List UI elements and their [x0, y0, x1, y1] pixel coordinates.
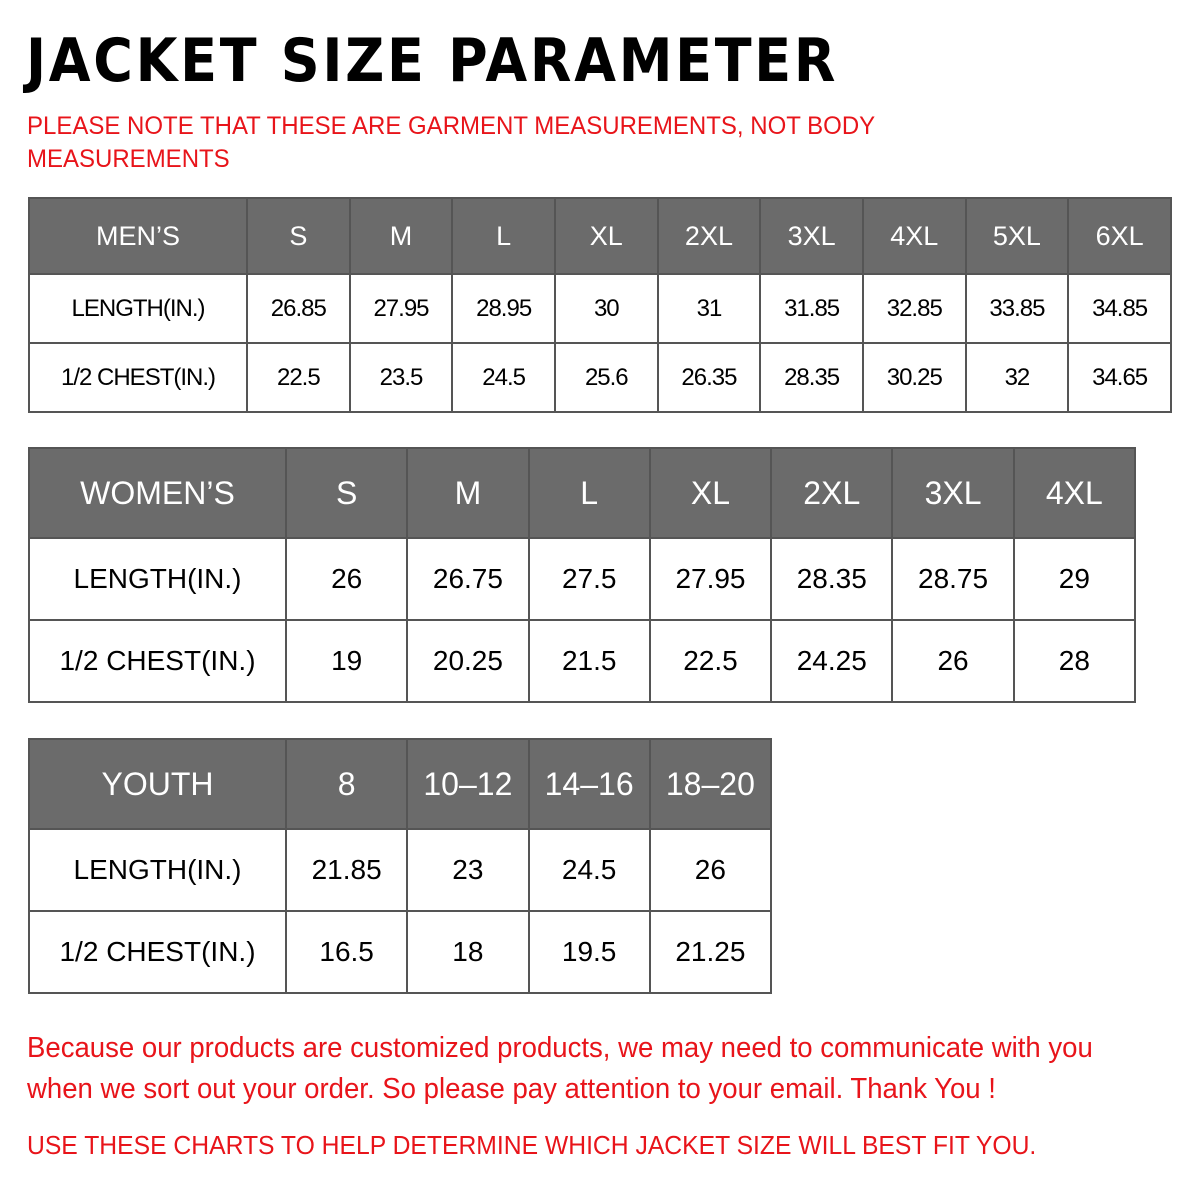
- measurement-cell: 20.25: [406, 619, 530, 703]
- measurement-cell: 26.35: [656, 342, 762, 413]
- measurement-cell: 19.5: [527, 910, 651, 994]
- header-row: YOUTH 8 10–12 14–16 18–20: [28, 738, 773, 830]
- header-row: MEN’S S M L XL 2XL 3XL 4XL 5XL 6XL: [28, 197, 1172, 275]
- measurement-cell: 18: [406, 910, 530, 994]
- size-header: 2XL: [770, 447, 894, 539]
- measurement-cell: 34.85: [1067, 273, 1172, 344]
- table-row: LENGTH(IN.) 26 26.75 27.5 27.95 28.35 28.75 29: [28, 537, 1137, 621]
- measurement-cell: 26: [284, 537, 409, 621]
- table-row: LENGTH(IN.) 21.85 23 24.5 26: [28, 828, 773, 912]
- measurement-cell: 26: [891, 619, 1015, 703]
- measurement-cell: 31: [656, 273, 762, 344]
- row-label: LENGTH(IN.): [28, 537, 287, 621]
- size-header: 3XL: [759, 197, 864, 275]
- category-header: WOMEN’S: [28, 447, 287, 539]
- size-header: 18–20: [648, 738, 773, 830]
- table-row: LENGTH(IN.) 26.85 27.95 28.95 30 31 31.85 32.85…: [28, 273, 1172, 344]
- measurement-cell: 33.85: [964, 273, 1070, 344]
- size-header: XL: [553, 197, 659, 275]
- measurement-cell: 26.75: [406, 537, 530, 621]
- row-label: 1/2 CHEST(IN.): [28, 910, 287, 994]
- size-header: M: [406, 447, 530, 539]
- measurement-cell: 23: [406, 828, 530, 912]
- size-header: XL: [648, 447, 773, 539]
- measurement-note: PLEASE NOTE THAT THESE ARE GARMENT MEASU…: [27, 112, 875, 173]
- measurement-cell: 19: [284, 619, 409, 703]
- size-header: 6XL: [1067, 197, 1172, 275]
- measurement-cell: 28.35: [770, 537, 894, 621]
- measurement-cell: 28.35: [759, 342, 864, 413]
- measurement-cell: 21.25: [648, 910, 773, 994]
- header-row: WOMEN’S S M L XL 2XL 3XL 4XL: [28, 447, 1137, 539]
- mens-size-table: MEN’S S M L XL 2XL 3XL 4XL 5XL 6XL LENGTH(IN.) 26.8…: [28, 197, 1172, 413]
- measurement-cell: 21.5: [527, 619, 651, 703]
- row-label: LENGTH(IN.): [28, 273, 248, 344]
- measurement-cell: 25.6: [553, 342, 659, 413]
- size-header: 4XL: [1012, 447, 1137, 539]
- measurement-cell: 24.25: [770, 619, 894, 703]
- measurement-cell: 22.5: [246, 342, 351, 413]
- measurement-cell: 34.65: [1067, 342, 1172, 413]
- measurement-cell: 32: [964, 342, 1070, 413]
- size-header: 10–12: [406, 738, 530, 830]
- table-row: 1/2 CHEST(IN.) 19 20.25 21.5 22.5 24.25 26 28: [28, 619, 1137, 703]
- size-instruction: USE THESE CHARTS TO HELP DETERMINE WHICH…: [27, 1130, 1037, 1160]
- measurement-cell: 26.85: [246, 273, 351, 344]
- measurement-cell: 31.85: [759, 273, 864, 344]
- size-header: 5XL: [964, 197, 1070, 275]
- measurement-cell: 27.95: [648, 537, 773, 621]
- size-header: 2XL: [656, 197, 762, 275]
- table-row: 1/2 CHEST(IN.) 16.5 18 19.5 21.25: [28, 910, 773, 994]
- youth-size-table: YOUTH 8 10–12 14–16 18–20 LENGTH(IN.) 21.85 23 2…: [28, 738, 773, 994]
- measurement-cell: 22.5: [648, 619, 773, 703]
- size-header: 4XL: [861, 197, 967, 275]
- measurement-cell: 32.85: [861, 273, 967, 344]
- measurement-cell: 27.95: [348, 273, 454, 344]
- size-header: 8: [284, 738, 409, 830]
- category-header: YOUTH: [28, 738, 287, 830]
- measurement-cell: 30: [553, 273, 659, 344]
- row-label: 1/2 CHEST(IN.): [28, 342, 248, 413]
- womens-size-table: WOMEN’S S M L XL 2XL 3XL 4XL LENGTH(IN.) 26 26.75 2…: [28, 447, 1137, 703]
- size-header: L: [451, 197, 556, 275]
- size-header: 3XL: [891, 447, 1015, 539]
- page-title: JACKET SIZE PARAMETER: [26, 26, 839, 96]
- size-header: M: [348, 197, 454, 275]
- measurement-cell: 28: [1012, 619, 1137, 703]
- measurement-cell: 21.85: [284, 828, 409, 912]
- measurement-cell: 30.25: [861, 342, 967, 413]
- measurement-cell: 24.5: [451, 342, 556, 413]
- measurement-cell: 23.5: [348, 342, 454, 413]
- measurement-cell: 24.5: [527, 828, 651, 912]
- table-row: 1/2 CHEST(IN.) 22.5 23.5 24.5 25.6 26.35 28.35…: [28, 342, 1172, 413]
- size-header: S: [284, 447, 409, 539]
- row-label: LENGTH(IN.): [28, 828, 287, 912]
- row-label: 1/2 CHEST(IN.): [28, 619, 287, 703]
- size-header: L: [527, 447, 651, 539]
- measurement-cell: 26: [648, 828, 773, 912]
- measurement-cell: 16.5: [284, 910, 409, 994]
- category-header: MEN’S: [28, 197, 248, 275]
- measurement-cell: 29: [1012, 537, 1137, 621]
- measurement-cell: 28.75: [891, 537, 1015, 621]
- measurement-cell: 28.95: [451, 273, 556, 344]
- measurement-cell: 27.5: [527, 537, 651, 621]
- customization-message: Because our products are customized prod…: [27, 1032, 1093, 1105]
- size-header: S: [246, 197, 351, 275]
- size-header: 14–16: [527, 738, 651, 830]
